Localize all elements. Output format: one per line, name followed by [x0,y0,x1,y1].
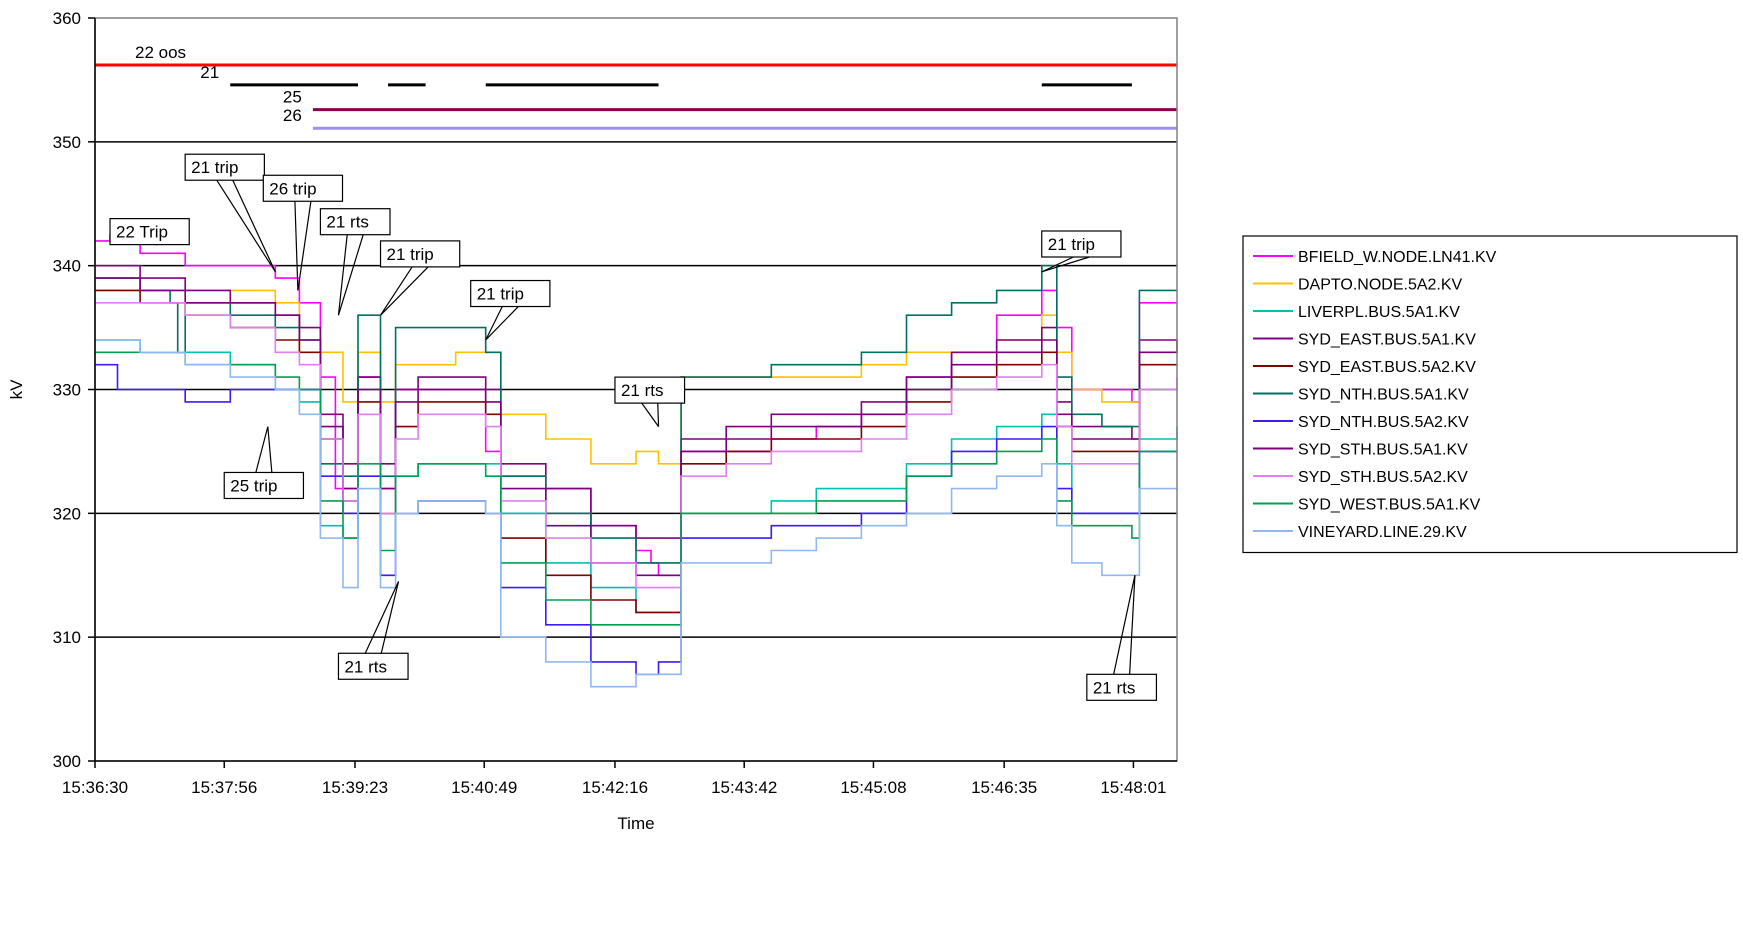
x-tick-label: 15:40:49 [451,778,517,797]
annotation-leader [485,306,503,341]
annotation-leader [232,179,276,273]
legend-label: SYD_EAST.BUS.5A1.KV [1298,332,1476,349]
annotation-box [1041,230,1122,258]
status-bar-label: 25 [283,88,302,107]
y-tick-label: 330 [53,381,81,400]
annotation-leader [1129,575,1136,675]
x-tick-label: 15:48:01 [1100,778,1166,797]
y-tick-label: 340 [53,257,81,276]
x-tick-label: 15:37:56 [191,778,257,797]
annotation-label: 21 trip [1048,235,1095,254]
annotation-leader [255,426,269,473]
series-line [95,264,1177,539]
annotations: 22 Trip 21 trip 26 trip 21 rts 21 trip 21 tri… [109,153,1158,701]
annotation-box [1086,673,1158,701]
series-line [95,339,1177,688]
annotation-box [319,208,391,236]
annotation-leader [216,179,276,273]
annotation-box [223,471,305,500]
legend-label: SYD_STH.BUS.5A2.KV [1298,469,1468,486]
annotation-leader [337,234,364,316]
annotation-label: 21 rts [344,657,387,676]
annotation-box [379,240,461,268]
annotation-leader [657,403,660,427]
y-tick-label: 310 [53,628,81,647]
series-line [95,302,1178,589]
annotation-leader [485,306,519,341]
x-tick-label: 15:46:35 [971,778,1037,797]
x-axis: 15:36:30 15:37:56 15:39:23 15:40:49 15:42:16… [62,760,1177,797]
annotation-box [470,279,551,308]
status-bar-label: 22 oos [135,43,186,62]
y-axis: 300 310 320 330 340 350 360 [53,9,96,771]
annotation-leader [267,426,273,473]
annotation-box [614,376,686,404]
annotation-leader [1113,575,1136,675]
legend-frame [1242,235,1738,554]
legend-label: BFIELD_W.NODE.LN41.KV [1298,249,1497,266]
y-tick-label: 320 [53,504,81,523]
series-line [95,363,1177,676]
annotation-leader [1041,256,1074,273]
annotation-leader [1041,256,1090,273]
annotation-label: 21 rts [1093,678,1136,697]
legend-label: SYD_STH.BUS.5A1.KV [1298,442,1468,459]
y-tick-label: 350 [53,133,81,152]
series-lines [95,233,1178,688]
legend-label: SYD_NTH.BUS.5A1.KV [1298,387,1469,404]
annotation-label: 25 trip [230,476,277,495]
annotation-leader [294,201,299,291]
x-axis-title: Time [617,814,654,833]
legend: BFIELD_W.NODE.LN41.KV DAPTO.NODE.5A2.KV LI… [1242,235,1738,554]
annotation-box [262,174,344,202]
annotation-box [109,218,190,246]
legend-label: VINEYARD.LINE.29.KV [1298,524,1467,541]
x-tick-label: 15:45:08 [840,778,906,797]
y-axis-title: kV [7,379,26,400]
annotation-leader [364,581,400,654]
annotation-leader [641,402,660,427]
status-bar-label: 26 [283,106,302,125]
legend-label: LIVERPL.BUS.5A1.KV [1298,304,1460,321]
annotation-label: 22 Trip [116,223,168,242]
legend-label: SYD_NTH.BUS.5A2.KV [1298,414,1469,431]
series-line [95,264,1177,564]
annotation-leader [380,581,400,654]
y-tick-label: 300 [53,752,81,771]
series-line [95,233,1177,577]
y-tick-label: 360 [53,9,81,28]
annotation-label: 21 rts [621,381,664,400]
annotation-box [184,153,265,181]
annotation-leader [297,201,312,291]
annotation-leader [380,266,429,316]
x-tick-label: 15:39:23 [322,778,388,797]
status-bar-label: 21 [200,63,219,82]
annotation-label: 26 trip [269,179,316,198]
annotation-leader [380,266,413,316]
x-tick-label: 15:36:30 [62,778,128,797]
x-tick-label: 15:43:42 [711,778,777,797]
annotation-label: 21 trip [191,158,238,177]
annotation-label: 21 trip [477,285,524,304]
x-tick-label: 15:42:16 [582,778,648,797]
annotation-label: 21 trip [387,245,434,264]
annotation-label: 21 rts [326,213,369,232]
annotation-box [337,652,409,680]
legend-label: SYD_WEST.BUS.5A1.KV [1298,497,1481,514]
legend-label: DAPTO.NODE.5A2.KV [1298,277,1463,294]
legend-label: SYD_EAST.BUS.5A2.KV [1298,359,1476,376]
annotation-leader [337,234,348,316]
